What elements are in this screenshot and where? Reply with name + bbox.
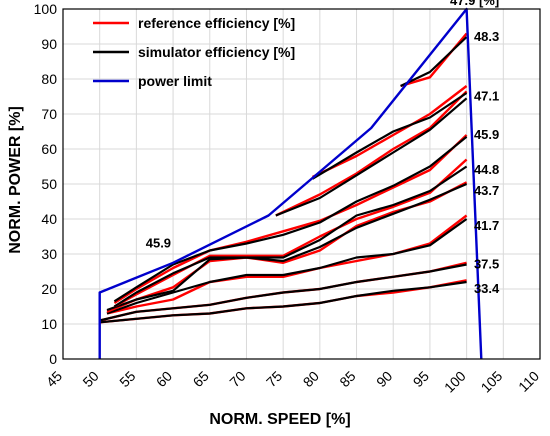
curve-annotation: 37.5: [474, 257, 499, 272]
simulator-efficiency-line: [275, 97, 468, 217]
simulator-efficiency-line: [113, 135, 468, 303]
reference-efficiency-line: [311, 85, 468, 179]
simulator-efficiency-line: [400, 36, 468, 87]
y-tick-label: 20: [41, 281, 57, 297]
y-axis-label: NORM. POWER [%]: [7, 106, 24, 254]
y-tick-label: 60: [41, 141, 57, 157]
simulator-efficiency-line: [311, 92, 468, 180]
legend-entry-label: simulator efficiency [%]: [138, 44, 295, 60]
legend-entry-label: reference efficiency [%]: [138, 15, 295, 31]
reference-efficiency-line: [113, 134, 468, 305]
simulator-efficiency-line: [99, 263, 467, 322]
y-tick-label: 90: [41, 36, 57, 52]
efficiency-curve-6: [275, 90, 468, 217]
efficiency-curve-0: [99, 279, 467, 324]
simulator-efficiency-line: [113, 165, 468, 308]
curve-annotation: 44.8: [474, 162, 499, 177]
y-tick-label: 80: [41, 71, 57, 87]
efficiency-curve-1: [99, 261, 467, 322]
efficiency-curve-3: [106, 181, 468, 313]
curve-annotation: 47.1: [474, 89, 499, 104]
efficiency-curves: [99, 32, 468, 324]
y-tick-label: 0: [49, 351, 57, 367]
efficiency-curve-4: [113, 158, 468, 308]
curve-annotation: 33.4: [474, 281, 500, 296]
tick-labels: 45 50 55 60 65 70 75 80 85 90 95 100 105 110010203040…: [34, 1, 543, 396]
simulator-efficiency-line: [106, 218, 468, 315]
x-axis-label: NORM. SPEED [%]: [209, 411, 350, 428]
y-tick-label: 100: [34, 1, 58, 17]
curve-annotation: 48.3: [474, 29, 499, 44]
simulator-efficiency-line: [99, 280, 467, 324]
y-tick-label: 70: [41, 106, 57, 122]
curve-annotation: 45.9: [474, 127, 499, 142]
reference-efficiency-line: [113, 158, 468, 308]
simulator-efficiency-line: [106, 182, 468, 312]
efficiency-curve-7: [311, 85, 468, 180]
y-tick-label: 30: [41, 246, 57, 262]
curve-annotation: 45.9: [146, 236, 171, 251]
curve-annotation: 47.9 [%]: [450, 0, 499, 8]
annotations: 47.9 [%] 48.3 47.1 45.9 44.8 43.7 41.7 37.5 33.4…: [146, 0, 500, 296]
efficiency-curve-2: [106, 214, 468, 315]
legend-entry-label: power limit: [138, 73, 212, 89]
legend: reference efficiency [%] simulator effici…: [93, 15, 295, 89]
y-tick-label: 50: [41, 176, 57, 192]
y-tick-label: 10: [41, 316, 57, 332]
y-tick-label: 40: [41, 211, 57, 227]
efficiency-curve-5: [113, 134, 468, 305]
curve-annotation: 41.7: [474, 218, 499, 233]
curve-annotation: 43.7: [474, 183, 499, 198]
reference-efficiency-line: [275, 90, 468, 217]
efficiency-curve-8: [400, 32, 468, 88]
plot-frame: [62, 8, 541, 360]
